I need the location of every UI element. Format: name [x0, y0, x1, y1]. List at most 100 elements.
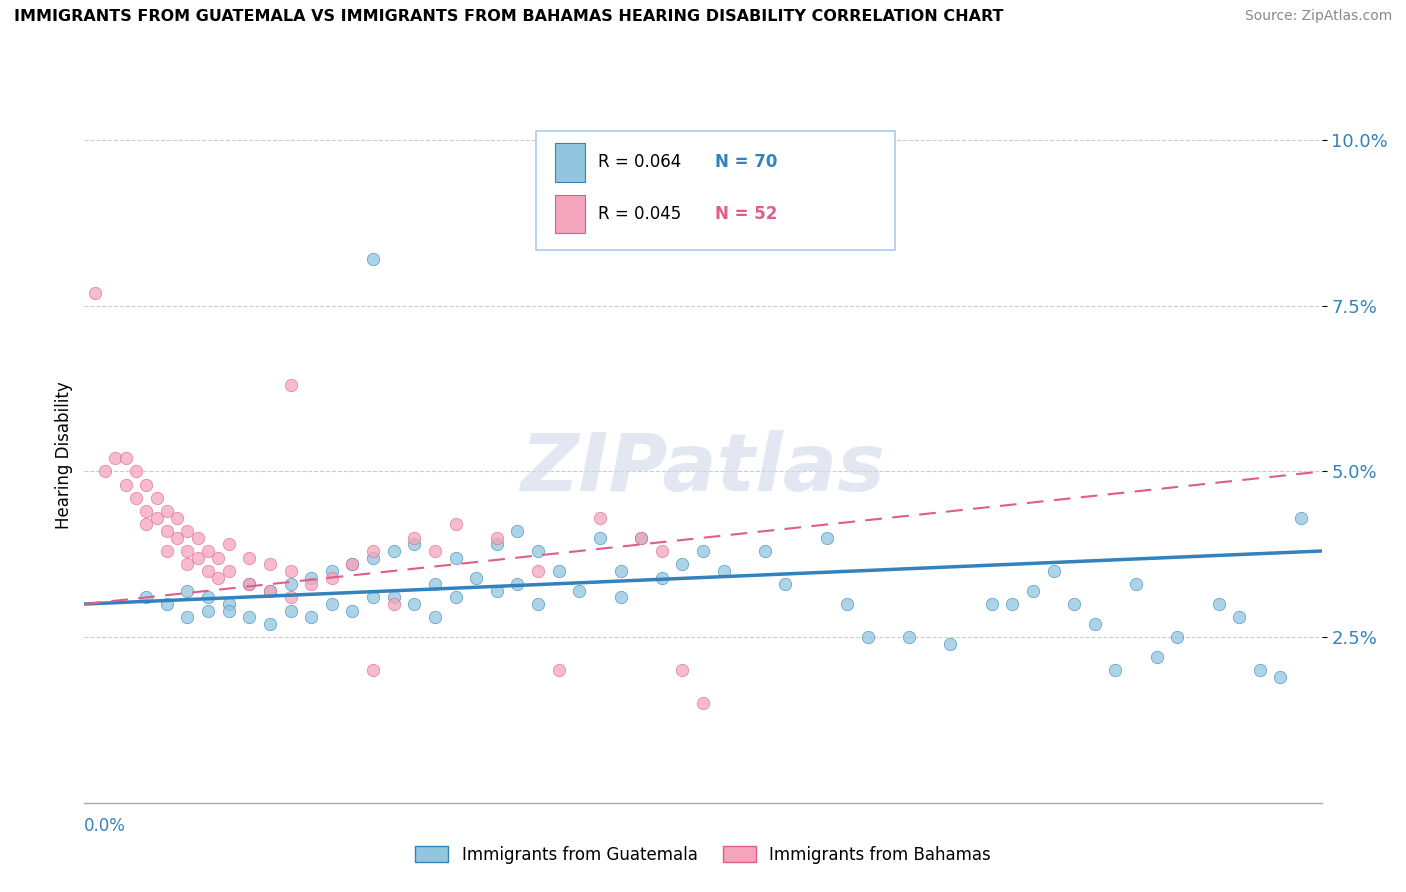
Point [382, 597, 405, 611]
Point [404, 537, 426, 551]
Point [342, 558, 364, 572]
Point [589, 511, 612, 525]
Point [1001, 597, 1024, 611]
Point [299, 577, 322, 591]
Point [342, 604, 364, 618]
Point [382, 591, 405, 605]
Point [197, 544, 219, 558]
Point [280, 378, 302, 392]
Legend: Immigrants from Guatemala, Immigrants from Bahamas: Immigrants from Guatemala, Immigrants fr… [415, 846, 991, 864]
Point [125, 491, 148, 505]
Text: Source: ZipAtlas.com: Source: ZipAtlas.com [1244, 9, 1392, 23]
Point [135, 504, 157, 518]
Point [815, 531, 838, 545]
Point [1227, 610, 1250, 624]
Point [1084, 616, 1107, 631]
Point [176, 544, 198, 558]
Point [114, 451, 136, 466]
Point [547, 663, 569, 677]
Point [280, 604, 302, 618]
Point [1249, 663, 1271, 677]
Point [630, 531, 652, 545]
Point [156, 597, 179, 611]
Point [207, 570, 229, 584]
Point [218, 537, 240, 551]
Point [135, 517, 157, 532]
Point [651, 544, 673, 558]
Point [361, 591, 384, 605]
Point [218, 604, 240, 618]
Point [218, 564, 240, 578]
Point [259, 583, 281, 598]
Point [321, 570, 343, 584]
Point [156, 504, 179, 518]
Point [176, 583, 198, 598]
Point [506, 524, 529, 538]
Point [104, 451, 127, 466]
Point [83, 285, 105, 300]
Point [1022, 583, 1045, 598]
Point [114, 477, 136, 491]
FancyBboxPatch shape [554, 194, 585, 233]
Text: R = 0.064: R = 0.064 [598, 153, 697, 171]
Point [485, 583, 508, 598]
Point [299, 570, 322, 584]
Point [176, 610, 198, 624]
Point [485, 537, 508, 551]
Point [1125, 577, 1147, 591]
Point [166, 531, 188, 545]
Point [145, 491, 167, 505]
Point [527, 597, 550, 611]
Point [1270, 670, 1292, 684]
Point [361, 550, 384, 565]
Point [527, 544, 550, 558]
Text: ZIPatlas: ZIPatlas [520, 430, 886, 508]
Point [197, 591, 219, 605]
Point [145, 511, 167, 525]
Point [259, 558, 281, 572]
Point [280, 564, 302, 578]
Point [1208, 597, 1230, 611]
Point [423, 610, 446, 624]
Point [939, 637, 962, 651]
Point [465, 570, 488, 584]
Point [1104, 663, 1126, 677]
Point [238, 577, 260, 591]
Point [299, 610, 322, 624]
Text: N = 70: N = 70 [716, 153, 778, 171]
Point [444, 550, 467, 565]
Point [423, 544, 446, 558]
Point [238, 610, 260, 624]
Point [166, 511, 188, 525]
Point [485, 531, 508, 545]
Point [1063, 597, 1085, 611]
Point [176, 558, 198, 572]
Point [238, 577, 260, 591]
Point [630, 531, 652, 545]
Point [775, 577, 797, 591]
Point [754, 544, 776, 558]
Text: 0.0%: 0.0% [84, 817, 127, 835]
Point [218, 597, 240, 611]
Y-axis label: Hearing Disability: Hearing Disability [55, 381, 73, 529]
Point [692, 697, 714, 711]
Point [125, 465, 148, 479]
Point [176, 524, 198, 538]
Text: R = 0.045: R = 0.045 [598, 204, 697, 223]
Point [207, 550, 229, 565]
Point [609, 564, 631, 578]
Point [259, 616, 281, 631]
Point [342, 558, 364, 572]
Point [156, 544, 179, 558]
Point [259, 583, 281, 598]
Text: N = 52: N = 52 [716, 204, 778, 223]
Point [609, 591, 631, 605]
Point [361, 663, 384, 677]
Point [1166, 630, 1188, 644]
Point [187, 531, 209, 545]
Point [361, 252, 384, 267]
Point [156, 524, 179, 538]
Point [568, 583, 591, 598]
Point [404, 531, 426, 545]
Point [280, 577, 302, 591]
